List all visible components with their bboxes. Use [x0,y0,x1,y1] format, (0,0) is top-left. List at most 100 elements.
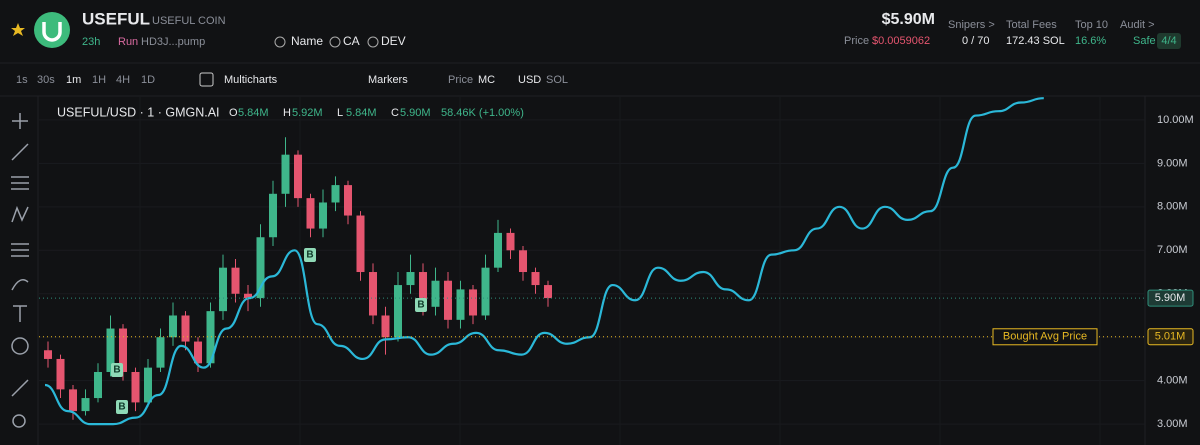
candle-body [419,272,427,307]
interval[interactable]: 4H [116,74,130,86]
price-tag [1147,289,1194,307]
candle-body [119,328,127,372]
candle-body [544,285,552,299]
candle-body [281,154,290,194]
candle-body [331,185,340,203]
line-tool[interactable] [11,143,29,161]
buy-marker-label: B [118,402,125,413]
candle-body [144,367,152,403]
mc-toggle[interactable]: MC [478,74,495,86]
buy-marker-label: B [306,250,313,261]
ohlc-legend: O 5.84M H 5.92M L 5.84M C 5.90M 58.46K (+1.00%) [229,107,524,119]
buy-marker-label: B [113,365,120,376]
candle-body [506,232,515,251]
candle-body [369,272,377,316]
user-drawing [44,97,1044,426]
buy-marker [304,248,316,262]
candle-body [381,315,390,338]
stat-label[interactable]: Audit > [1120,19,1155,31]
prediction-tool[interactable] [11,243,29,257]
candle-body [156,337,165,368]
y-tick-label: 7.00M [1157,244,1188,256]
link-dev[interactable]: DEV [381,34,406,48]
interval-active[interactable]: 1m [66,74,81,86]
price-tag-label: 5.01M [1155,331,1186,343]
drawing-tools[interactable] [11,113,29,428]
sol-toggle[interactable]: SOL [546,74,568,86]
text-tool[interactable] [13,305,27,322]
stat-label: Total Fees [1006,19,1057,31]
legend-value: 5.84M [238,107,269,119]
fib-tool[interactable] [11,176,29,190]
stat-value: 16.6% [1075,35,1106,47]
price-tag [1147,328,1194,346]
price-label: Price [844,35,869,47]
y-tick-label: 10.00M [1157,114,1194,126]
usd-toggle[interactable]: USD [518,74,541,86]
audit-badge [1157,33,1181,49]
emoji-tool[interactable] [11,337,29,355]
candle-body [344,185,352,216]
stat-value: Safe [1133,35,1156,47]
interval[interactable]: 1s [16,74,28,86]
link-name[interactable]: Name [291,34,323,48]
interval[interactable]: 1H [92,74,106,86]
candle-body [181,315,190,342]
favorite-star[interactable] [11,23,25,36]
interval[interactable]: 30s [37,74,55,86]
y-tick-label: 9.00M [1157,157,1188,169]
link-ca[interactable]: CA [343,34,360,48]
multicharts-icon [199,72,214,87]
measure-tool[interactable] [11,379,29,397]
y-tick-label: 8.00M [1157,201,1188,213]
buy-marker [116,400,128,414]
crosshair-tool[interactable] [12,113,28,129]
candle-body [406,272,415,286]
candle-body [319,202,327,229]
buy-marker-label: B [417,300,424,311]
stat-value: 172.43 SOL [1006,35,1065,47]
token-address[interactable]: HD3J...pump [141,36,205,48]
candle-body [519,250,527,273]
brush-tool[interactable] [11,279,29,291]
buy-marker [111,363,123,377]
candle-body [294,154,302,199]
candle-body [44,350,52,359]
market-cap: $5.90M [882,11,935,28]
candle-body [356,215,365,273]
candle-body [531,272,540,286]
legend-key: O [229,107,238,119]
chart-title: USEFUL/USD · 1 · GMGN.AI [57,105,220,119]
interval[interactable]: 1D [141,74,155,86]
token-status: Run [118,36,138,48]
candle-body [444,280,452,320]
markers-button[interactable]: Markers [368,74,408,86]
legend-key: C [391,107,399,119]
y-tick-label: 3.00M [1157,418,1188,430]
candle-body [56,358,65,390]
token-logo [34,12,70,48]
y-tick-label: 4.00M [1157,375,1188,387]
price-toggle[interactable]: Price [448,74,473,86]
candle-body [194,341,202,364]
pattern-tool[interactable] [11,205,29,223]
candle-body [169,315,177,338]
price-line-note: Bought Avg Price [1003,331,1087,343]
candle-body [469,289,477,316]
audit-badge-text: 4/4 [1161,35,1176,47]
candle-body [269,193,277,238]
candle-body [206,311,215,364]
candle-body [494,232,502,268]
search-icon [367,36,379,48]
candle-body [231,267,240,294]
candle-body [69,389,77,412]
candle-body [219,267,227,312]
stat-label[interactable]: Snipers > [948,19,995,31]
multicharts-button[interactable]: Multicharts [224,74,278,86]
zoom-tool[interactable] [12,414,26,428]
candle-body [456,289,465,320]
stat-label: Top 10 [1075,19,1108,31]
legend-key: H [283,107,291,119]
legend-value: 5.92M [292,107,323,119]
